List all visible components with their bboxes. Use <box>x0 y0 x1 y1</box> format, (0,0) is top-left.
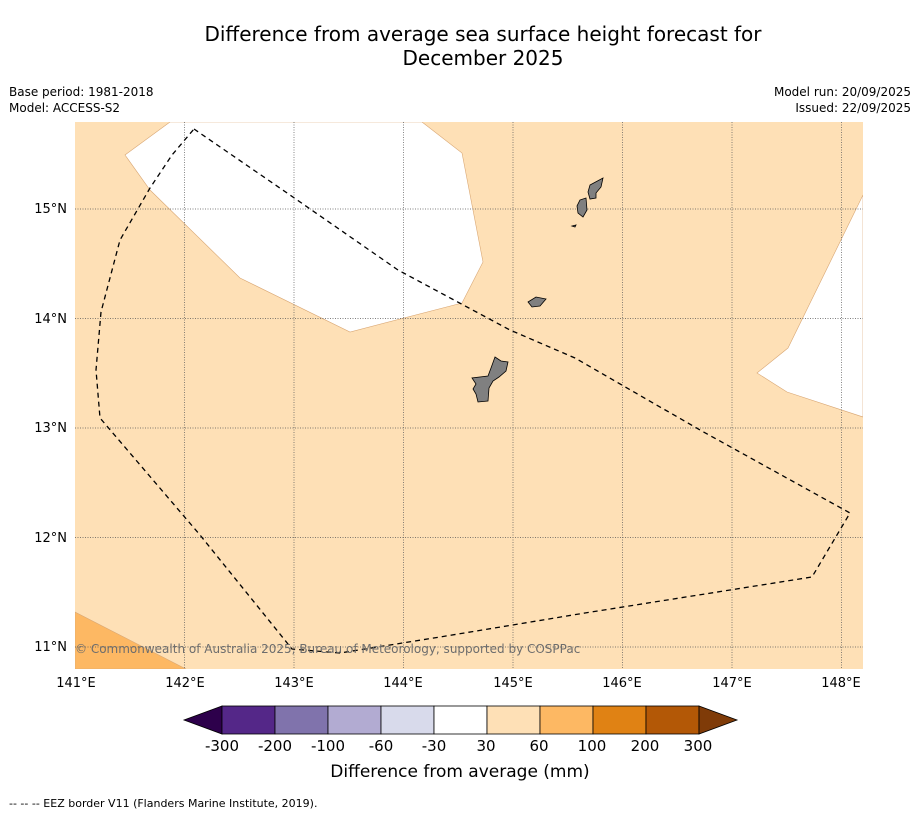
island-rota <box>527 296 547 308</box>
latitude-tick-labels: 15°N 14°N 13°N 12°N 11°N <box>34 202 67 655</box>
colorbar-extend-over <box>698 705 739 735</box>
lon-label-143: 143°E <box>274 676 314 691</box>
lon-label-142: 142°E <box>165 676 205 691</box>
lat-label-12: 12°N <box>34 531 67 546</box>
base-period-text: Base period: 1981-2018 <box>9 85 154 99</box>
model-text: Model: ACCESS-S2 <box>9 101 121 115</box>
lon-label-148: 148°E <box>821 676 861 691</box>
anomaly-region-neutral-northwest <box>124 122 484 333</box>
colorbar-bin-7 <box>592 705 647 735</box>
chart-title: Difference from average sea surface heig… <box>0 22 919 70</box>
cbar-tick-neg30: -30 <box>421 737 447 755</box>
anomaly-region-60-100 <box>75 611 187 669</box>
island-guam <box>471 356 509 403</box>
title-line-2: December 2025 <box>402 46 564 70</box>
island-saipan <box>587 177 604 200</box>
lat-label-13: 13°N <box>34 421 67 436</box>
cbar-tick-30: 30 <box>476 737 496 755</box>
lat-label-11: 11°N <box>34 640 67 655</box>
cbar-tick-100: 100 <box>577 737 607 755</box>
cbar-tick-60: 60 <box>529 737 549 755</box>
longitude-tick-labels: 141°E 142°E 143°E 144°E 145°E 146°E 147°… <box>56 676 861 691</box>
anomaly-region-neutral-east <box>756 194 863 418</box>
colorbar-bin-3 <box>380 705 435 735</box>
island-tinian <box>576 197 588 218</box>
lat-label-14: 14°N <box>34 312 67 327</box>
gridlines <box>75 122 863 669</box>
colorbar-extend-under <box>182 705 223 735</box>
lon-label-146: 146°E <box>602 676 642 691</box>
colorbar-bin-8 <box>645 705 700 735</box>
cbar-tick-neg100: -100 <box>310 737 346 755</box>
cbar-tick-200: 200 <box>630 737 660 755</box>
island-aguijan <box>570 224 577 228</box>
colorbar-bin-1 <box>274 705 329 735</box>
cbar-tick-300: 300 <box>683 737 713 755</box>
lat-label-15: 15°N <box>34 202 67 217</box>
lon-label-145: 145°E <box>493 676 533 691</box>
cbar-tick-neg200: -200 <box>257 737 293 755</box>
cbar-tick-neg300: -300 <box>204 737 240 755</box>
colorbar-bin-6 <box>539 705 594 735</box>
colorbar-bin-4 <box>433 705 488 735</box>
colorbar-bin-2 <box>327 705 382 735</box>
title-line-1: Difference from average sea surface heig… <box>204 22 762 46</box>
islands <box>471 177 604 403</box>
model-run-text: Model run: 20/09/2025 <box>773 85 911 99</box>
footnote-eez: -- -- -- EEZ border V11 (Flanders Marine… <box>9 797 318 810</box>
lon-label-144: 144°E <box>383 676 423 691</box>
eez-border-line <box>95 128 851 654</box>
cbar-tick-neg60: -60 <box>368 737 394 755</box>
lon-label-147: 147°E <box>712 676 752 691</box>
colorbar-bin-5 <box>486 705 541 735</box>
colorbar <box>182 705 739 735</box>
meta-left: Base period: 1981-2018 Model: ACCESS-S2 <box>9 84 154 116</box>
colorbar-bin-0 <box>221 705 276 735</box>
map-area: © Commonwealth of Australia 2025, Bureau… <box>75 122 863 669</box>
copyright-text: © Commonwealth of Australia 2025, Bureau… <box>75 642 580 656</box>
colorbar-title: Difference from average (mm) <box>330 762 590 782</box>
issued-text: Issued: 22/09/2025 <box>795 101 911 115</box>
lon-label-141: 141°E <box>56 676 96 691</box>
meta-right: Model run: 20/09/2025 Issued: 22/09/2025 <box>774 84 911 116</box>
